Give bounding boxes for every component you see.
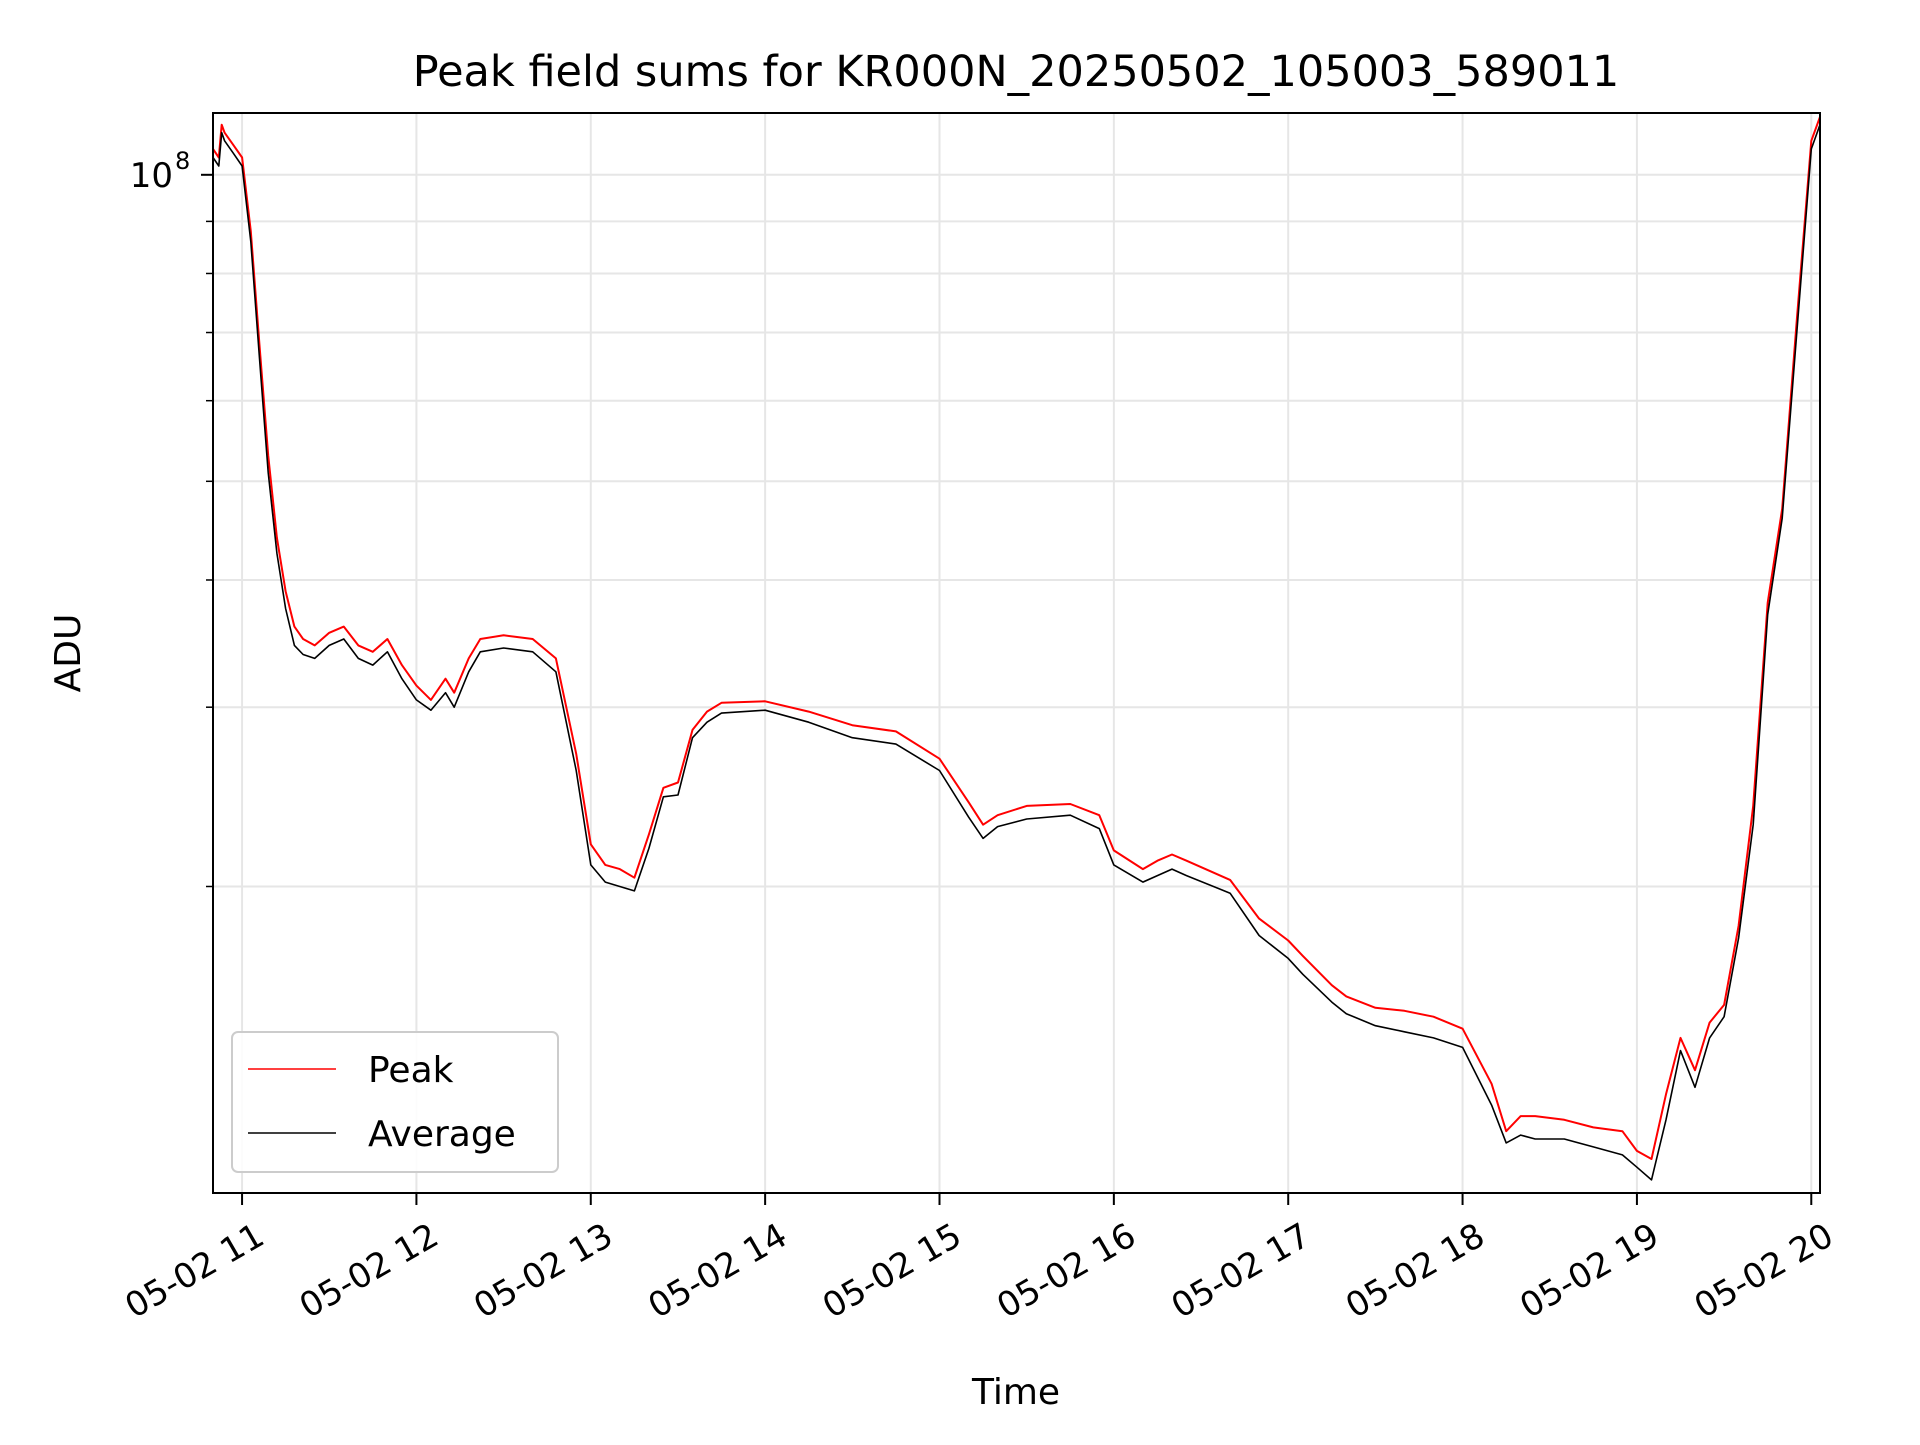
legend-label-peak: Peak — [368, 1050, 454, 1091]
x-axis-label: Time — [971, 1372, 1060, 1413]
grid-lines — [213, 113, 1820, 1193]
legend-box — [231, 1031, 559, 1173]
plot-frame — [212, 112, 1821, 1194]
legend: Peak Average — [231, 1031, 559, 1173]
chart-title: Peak field sums for KR000N_20250502_1050… — [413, 47, 1620, 97]
y-axis-label: ADU — [48, 614, 89, 693]
legend-label-average: Average — [368, 1114, 516, 1155]
y-tick-exponent: 8 — [175, 147, 190, 175]
series-lines — [212, 116, 1821, 1181]
y-tick-label: 10 — [130, 156, 173, 196]
series-line-average — [212, 124, 1821, 1181]
series-line-peak — [212, 116, 1821, 1160]
